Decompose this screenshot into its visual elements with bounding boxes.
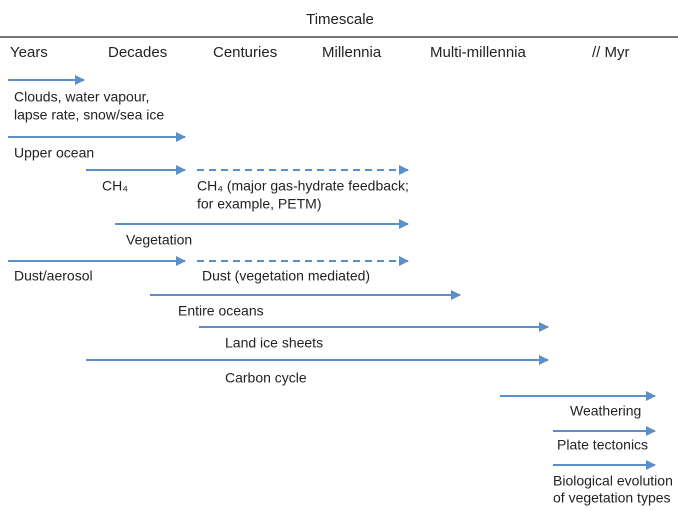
label: Entire oceans [178, 303, 264, 319]
label: Carbon cycle [225, 370, 307, 386]
column-label: Millennia [322, 44, 382, 61]
column-label: // Myr [592, 44, 630, 61]
label: Weathering [570, 403, 641, 419]
label: CH₄ (major gas-hydrate feedback; [197, 178, 409, 194]
label: CH₄ [102, 178, 128, 194]
label: Vegetation [126, 232, 192, 248]
label: Dust (vegetation mediated) [202, 268, 370, 284]
label: of vegetation types [553, 490, 671, 506]
column-label: Decades [108, 44, 167, 61]
label: Biological evolution [553, 473, 673, 489]
column-label: Multi-millennia [430, 44, 527, 61]
label: Clouds, water vapour, [14, 89, 149, 105]
label: lapse rate, snow/sea ice [14, 107, 164, 123]
label: Upper ocean [14, 145, 94, 161]
label: Land ice sheets [225, 335, 323, 351]
column-label: Years [10, 44, 48, 61]
label: Plate tectonics [557, 437, 648, 453]
title: Timescale [306, 11, 374, 28]
arrows [8, 75, 656, 470]
labels: Clouds, water vapour, lapse rate, snow/s… [14, 89, 673, 506]
column-label: Centuries [213, 44, 277, 61]
label: Dust/aerosol [14, 268, 93, 284]
label: for example, PETM) [197, 196, 321, 212]
